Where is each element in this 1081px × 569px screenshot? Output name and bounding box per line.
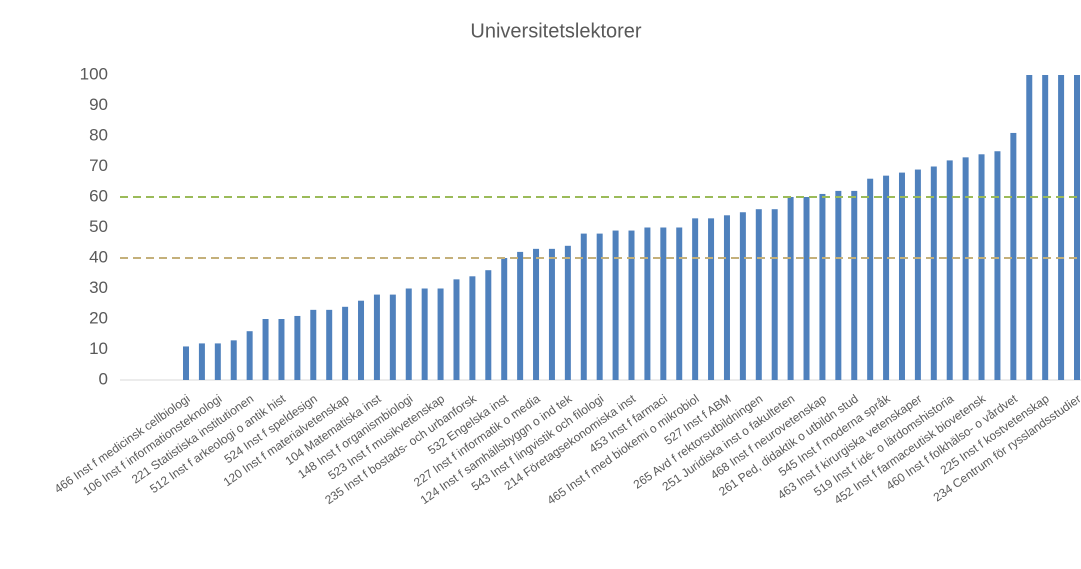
bar (596, 233, 603, 380)
bar (183, 346, 189, 380)
bar (262, 319, 269, 380)
bar (851, 190, 858, 380)
chart-title: Universitetslektorer (470, 20, 642, 42)
bar (883, 175, 890, 380)
y-tick-label: 10 (89, 339, 108, 358)
bar (835, 190, 842, 380)
bar (930, 166, 937, 380)
y-tick-label: 90 (89, 95, 108, 114)
bar (517, 251, 524, 380)
y-tick-label: 20 (89, 308, 108, 327)
y-tick-label: 50 (89, 217, 108, 236)
bar (660, 227, 667, 380)
bar (533, 248, 540, 380)
bar (755, 209, 762, 380)
bar (326, 309, 333, 380)
bar (214, 343, 221, 380)
bar (469, 276, 476, 380)
bar (310, 309, 317, 380)
y-tick-label: 80 (89, 125, 108, 144)
bar (278, 319, 285, 380)
y-tick-label: 60 (89, 186, 108, 205)
y-tick-label: 100 (80, 64, 108, 83)
bar (946, 160, 953, 380)
bar (723, 215, 730, 380)
bar (421, 288, 428, 380)
bar (501, 258, 508, 380)
bar (708, 218, 715, 380)
bar (373, 294, 380, 380)
bar (1026, 75, 1033, 380)
bar (294, 315, 301, 380)
y-tick-label: 70 (89, 156, 108, 175)
bar (978, 154, 985, 380)
bar (1058, 75, 1065, 380)
bar (867, 178, 874, 380)
bar (453, 279, 460, 380)
bar (676, 227, 683, 380)
bar (962, 157, 969, 380)
bar (580, 233, 587, 380)
bar (437, 288, 444, 380)
bar (994, 151, 1001, 380)
bar (1042, 75, 1049, 380)
bar (739, 212, 746, 380)
bar (771, 209, 778, 380)
bar (803, 197, 810, 380)
bar (342, 306, 349, 380)
y-tick-label: 0 (99, 369, 108, 388)
bar (1074, 75, 1080, 380)
bar (787, 197, 794, 380)
y-tick-label: 30 (89, 278, 108, 297)
bar (1010, 132, 1017, 380)
bar (644, 227, 651, 380)
bar (692, 218, 699, 380)
bar (914, 169, 921, 380)
bar (389, 294, 396, 380)
bar (405, 288, 412, 380)
y-tick-label: 40 (89, 247, 108, 266)
bar (485, 270, 492, 380)
bar (612, 230, 619, 380)
bar (246, 331, 253, 380)
bar (198, 343, 205, 380)
bar (898, 172, 905, 380)
bar (230, 340, 237, 380)
bar (628, 230, 635, 380)
bar (819, 193, 826, 380)
bar (358, 300, 365, 380)
bar (548, 248, 555, 380)
bar (564, 245, 571, 380)
